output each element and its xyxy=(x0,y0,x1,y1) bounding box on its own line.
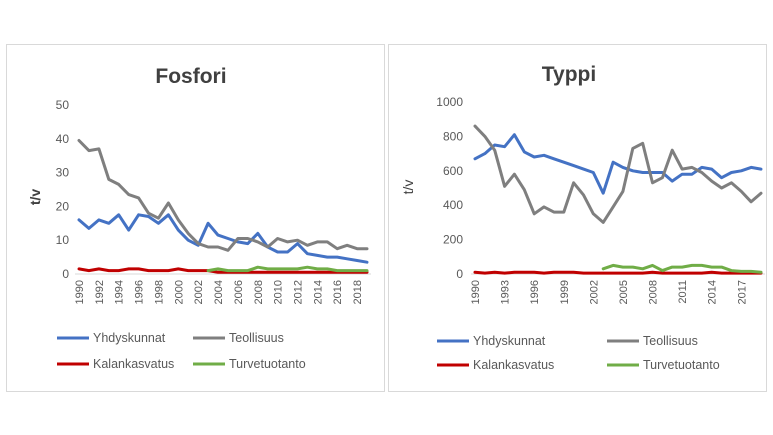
y-axis-label: t/v xyxy=(400,180,416,195)
x-tick-label: 1999 xyxy=(559,280,571,304)
series-line-yhdyskunnat xyxy=(77,213,369,264)
x-tick-label: 2002 xyxy=(588,280,600,304)
x-tick-label: 2004 xyxy=(213,280,225,304)
x-tick-label: 2006 xyxy=(233,280,245,304)
x-tick-label: 1998 xyxy=(153,280,165,304)
x-tick-label: 2005 xyxy=(618,280,630,304)
x-tick-label: 2012 xyxy=(292,280,304,304)
legend-label: Turvetuotanto xyxy=(229,357,306,371)
series-line-teollisuus xyxy=(473,124,763,224)
x-tick-label: 1993 xyxy=(500,280,512,304)
y-axis-label: t/v xyxy=(27,189,43,206)
series-line-kalankasvatus xyxy=(77,267,369,274)
y-tick-label: 20 xyxy=(56,199,70,213)
chart-title: Fosfori xyxy=(155,65,226,88)
x-tick-label: 2010 xyxy=(273,280,285,304)
fosfori-chart-panel: Fosfori t/v 0 10 20 30 40 50 1990 1992 1994 1996 1… xyxy=(6,44,385,392)
x-tick-label: 1990 xyxy=(74,280,86,304)
x-tick-label: 2016 xyxy=(332,280,344,304)
series-line-turvetuotanto xyxy=(206,265,369,273)
x-tick-label: 2002 xyxy=(193,280,205,304)
x-tick-label: 1996 xyxy=(134,280,146,304)
legend-label: Turvetuotanto xyxy=(643,358,720,372)
x-tick-label: 1990 xyxy=(470,280,482,304)
x-tick-label: 2008 xyxy=(253,280,265,304)
x-tick-label: 2008 xyxy=(648,280,660,304)
series-line-teollisuus xyxy=(77,139,369,252)
legend-label: Kalankasvatus xyxy=(93,357,174,371)
typpi-chart: Typpi t/v 0 200 400 600 800 1000 1990 1993 1996 1… xyxy=(400,63,765,372)
fosfori-chart: Fosfori t/v 0 10 20 30 40 50 1990 1992 1994 1996 1… xyxy=(27,65,371,371)
y-tick-label: 200 xyxy=(443,233,463,247)
x-tick-label: 1996 xyxy=(529,280,541,304)
y-tick-label: 40 xyxy=(56,132,70,146)
x-tick-label: 2000 xyxy=(173,280,185,304)
x-tick-label: 2014 xyxy=(707,280,719,304)
legend-label: Yhdyskunnat xyxy=(473,334,546,348)
x-tick-label: 2018 xyxy=(352,280,364,304)
y-tick-label: 0 xyxy=(456,267,463,281)
chart-title: Typpi xyxy=(542,63,596,86)
y-tick-label: 600 xyxy=(443,164,463,178)
x-tick-label: 2014 xyxy=(312,280,324,304)
y-tick-label: 50 xyxy=(56,98,70,112)
y-tick-label: 10 xyxy=(56,233,70,247)
series-line-yhdyskunnat xyxy=(473,133,763,195)
legend-label: Kalankasvatus xyxy=(473,358,554,372)
x-tick-label: 1992 xyxy=(94,280,106,304)
x-tick-label: 1994 xyxy=(114,280,126,304)
series-line-kalankasvatus xyxy=(473,270,763,275)
y-tick-label: 30 xyxy=(56,166,70,180)
y-tick-label: 800 xyxy=(443,129,463,143)
y-tick-label: 400 xyxy=(443,198,463,212)
x-tick-label: 2011 xyxy=(677,280,689,304)
x-tick-label: 2017 xyxy=(736,280,748,304)
legend-label: Teollisuus xyxy=(229,331,284,345)
legend-label: Teollisuus xyxy=(643,334,698,348)
series-line-turvetuotanto xyxy=(601,263,763,274)
legend-label: Yhdyskunnat xyxy=(93,331,166,345)
typpi-chart-panel: Typpi t/v 0 200 400 600 800 1000 1990 1993 1996 1… xyxy=(388,44,767,392)
y-tick-label: 0 xyxy=(62,267,69,281)
y-tick-label: 1000 xyxy=(436,95,463,109)
